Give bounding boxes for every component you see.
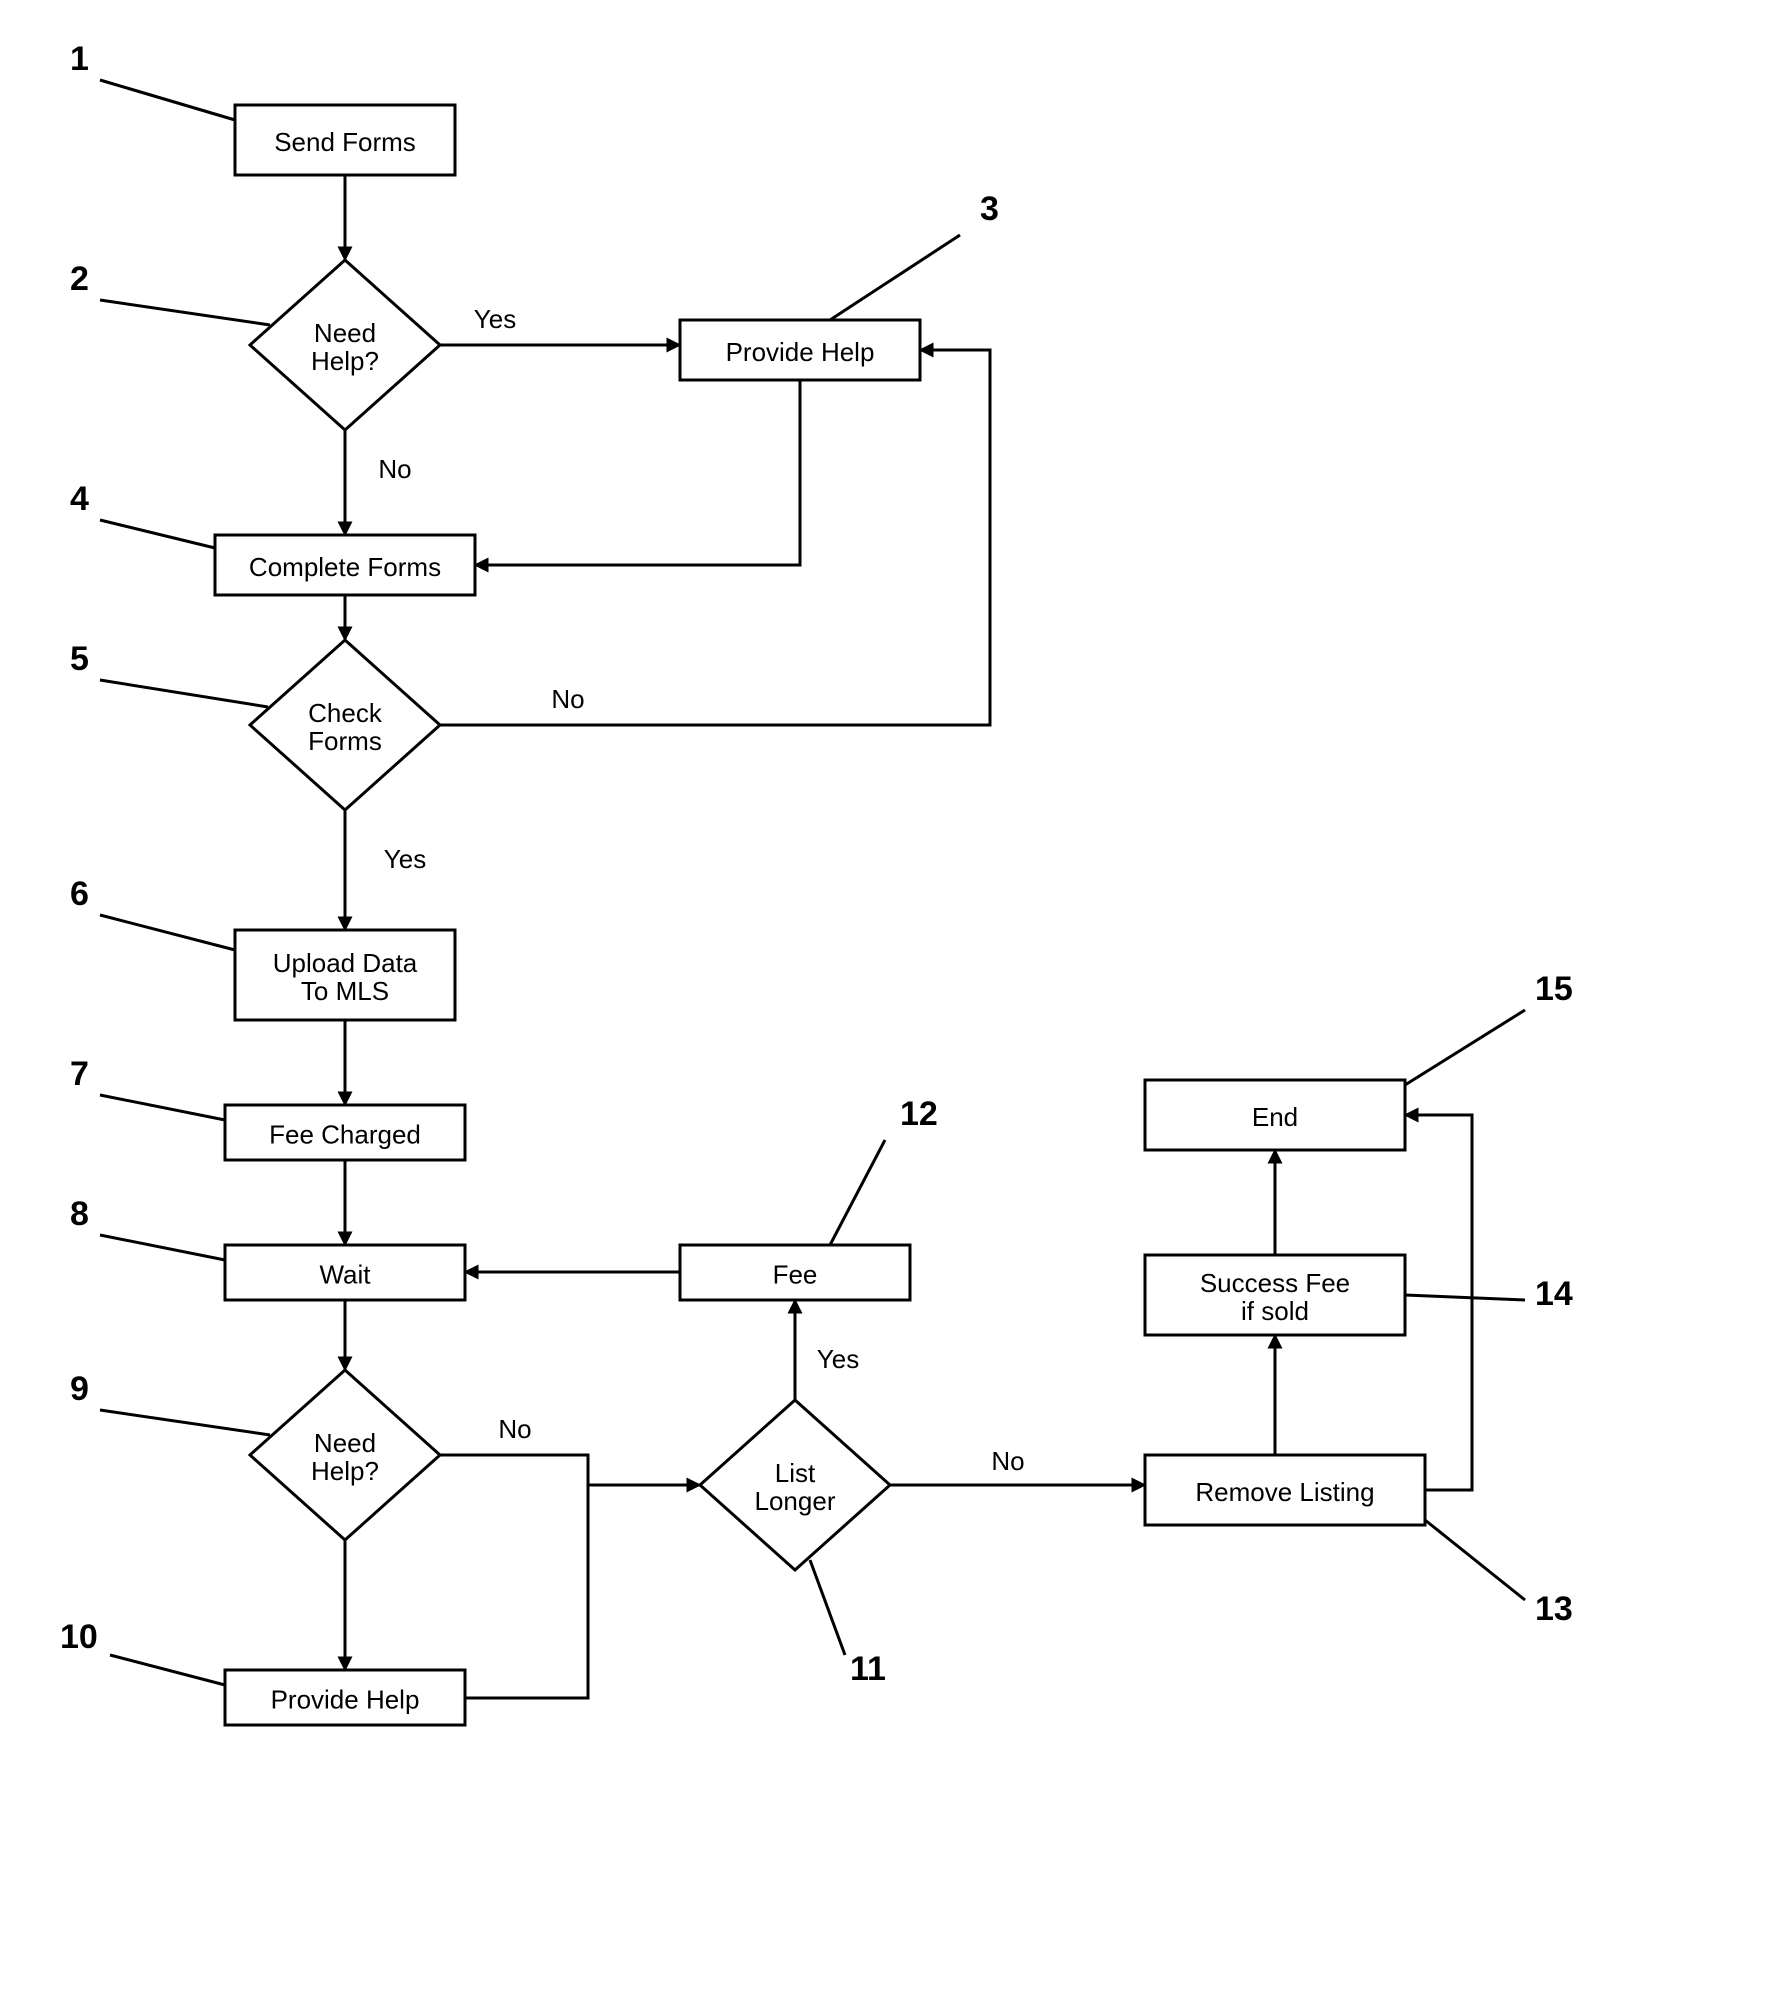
- callout-line-10: [110, 1655, 225, 1685]
- callout-line-14: [1405, 1295, 1525, 1300]
- node-n7-label: Fee Charged: [269, 1119, 421, 1149]
- node-n4-label: Complete Forms: [249, 552, 441, 582]
- callout-num-15: 15: [1535, 970, 1573, 1008]
- callout-num-12: 12: [900, 1095, 938, 1133]
- edge-label-n5-n3: No: [551, 684, 584, 714]
- edge-label-n9-n11: No: [498, 1414, 531, 1444]
- callout-line-12: [830, 1140, 885, 1245]
- callout-line-15: [1405, 1010, 1525, 1085]
- edge-n10-x: [465, 1485, 588, 1698]
- node-n15-label: End: [1252, 1102, 1298, 1132]
- edge-n9-n11: [440, 1455, 700, 1485]
- node-n5-label: CheckForms: [308, 698, 383, 756]
- callout-num-13: 13: [1535, 1590, 1573, 1628]
- edge-n5-n3: [440, 350, 990, 725]
- node-n1-label: Send Forms: [274, 127, 416, 157]
- callout-line-1: [100, 80, 235, 120]
- edge-label-n5-n6: Yes: [384, 844, 426, 874]
- callout-line-13: [1425, 1520, 1525, 1600]
- edge-label-n11-n13: No: [991, 1446, 1024, 1476]
- edge-label-n2-n4: No: [378, 454, 411, 484]
- callout-num-14: 14: [1535, 1275, 1573, 1313]
- callout-num-5: 5: [70, 640, 89, 678]
- callout-num-3: 3: [980, 190, 999, 228]
- edge-label-n11-n12: Yes: [817, 1344, 859, 1374]
- callout-num-1: 1: [70, 40, 89, 78]
- callout-line-11: [810, 1560, 845, 1655]
- callout-num-9: 9: [70, 1370, 89, 1408]
- flowchart-canvas: Yes No No Yes No Yes No Send Forms NeedHelp? Prov…: [0, 0, 1775, 2011]
- callout-line-4: [100, 520, 215, 548]
- node-n3-label: Provide Help: [726, 337, 875, 367]
- callout-num-6: 6: [70, 875, 89, 913]
- callout-num-8: 8: [70, 1195, 89, 1233]
- node-n12-label: Fee: [773, 1259, 818, 1289]
- callout-line-8: [100, 1235, 225, 1260]
- node-n8-label: Wait: [319, 1259, 371, 1289]
- edge-n3-n4: [475, 380, 800, 565]
- callout-line-9: [100, 1410, 270, 1435]
- node-n9-label: NeedHelp?: [311, 1428, 379, 1486]
- callout-line-5: [100, 680, 268, 707]
- callout-num-11: 11: [850, 1650, 886, 1688]
- edge-label-n2-n3: Yes: [474, 304, 516, 334]
- node-n2-label: NeedHelp?: [311, 318, 379, 376]
- node-n10-label: Provide Help: [271, 1684, 420, 1714]
- node-n13-label: Remove Listing: [1195, 1477, 1374, 1507]
- callout-num-2: 2: [70, 260, 89, 298]
- callout-line-6: [100, 915, 235, 950]
- callout-num-7: 7: [70, 1055, 89, 1093]
- edge-n13-n15: [1405, 1115, 1472, 1490]
- callout-line-3: [830, 235, 960, 320]
- callout-line-7: [100, 1095, 225, 1120]
- callout-line-2: [100, 300, 270, 325]
- callout-num-4: 4: [70, 480, 89, 518]
- callout-num-10: 10: [60, 1618, 98, 1656]
